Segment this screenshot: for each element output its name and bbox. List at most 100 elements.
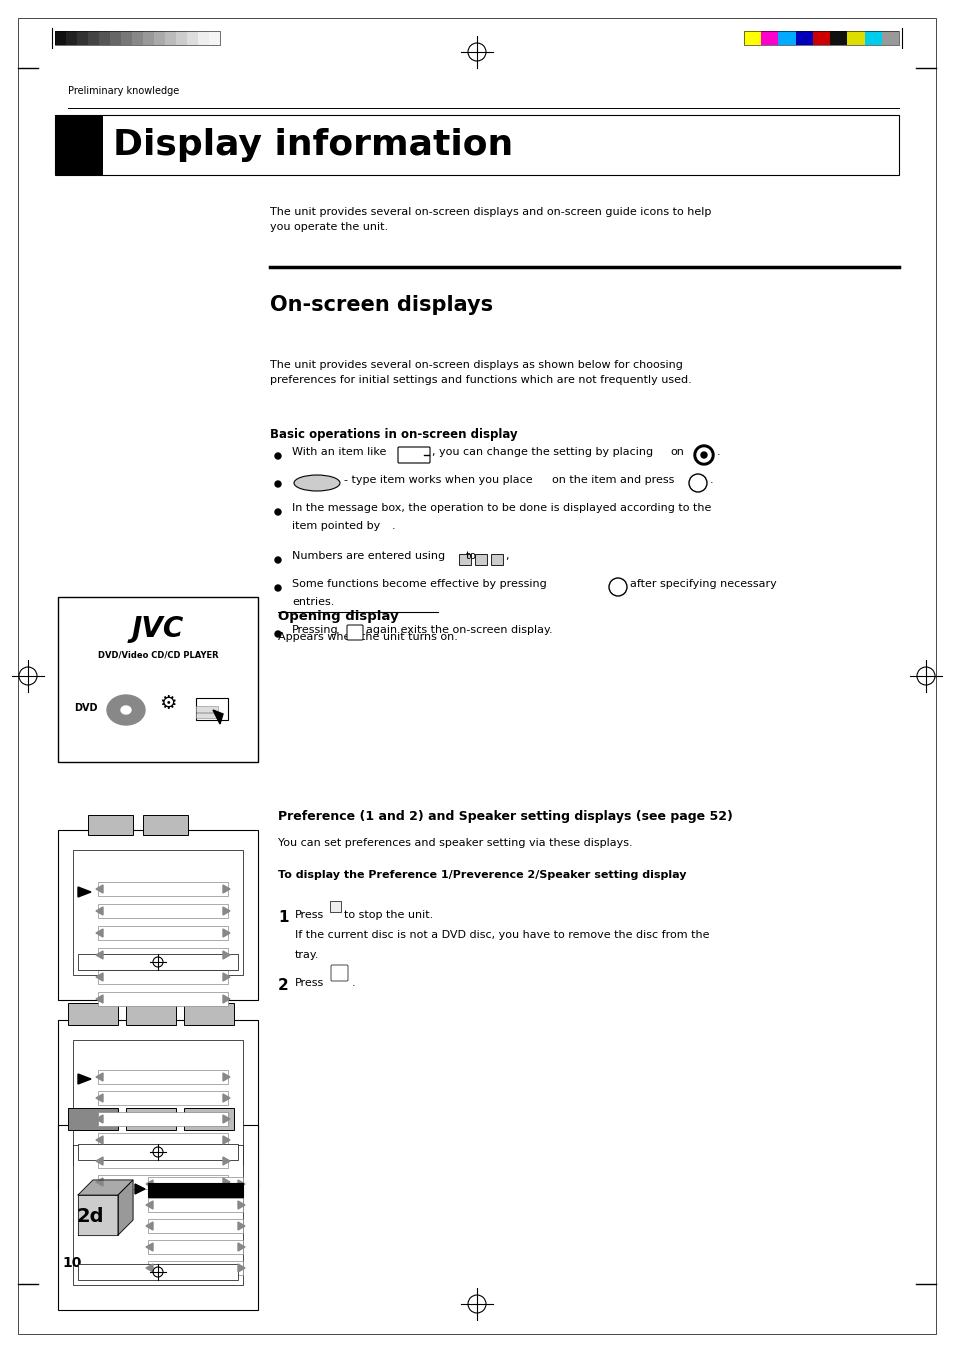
- Polygon shape: [223, 995, 230, 1003]
- FancyBboxPatch shape: [397, 448, 430, 462]
- Bar: [148, 1183, 243, 1197]
- Polygon shape: [96, 907, 103, 915]
- Bar: [165, 31, 175, 45]
- Ellipse shape: [107, 695, 145, 725]
- Bar: [143, 31, 153, 45]
- Bar: [148, 1240, 243, 1255]
- Circle shape: [274, 508, 281, 515]
- Bar: [78, 1264, 237, 1280]
- Bar: [148, 1261, 243, 1275]
- Bar: [110, 31, 121, 45]
- Polygon shape: [237, 1180, 245, 1188]
- Bar: [475, 554, 486, 565]
- Bar: [491, 554, 502, 565]
- Bar: [795, 31, 812, 45]
- Text: entries.: entries.: [292, 598, 334, 607]
- Bar: [98, 882, 228, 896]
- Bar: [98, 1155, 228, 1168]
- Polygon shape: [213, 710, 223, 725]
- Text: The unit provides several on-screen displays as shown below for choosing
prefere: The unit provides several on-screen disp…: [270, 360, 691, 385]
- Circle shape: [700, 452, 706, 458]
- Text: You can set preferences and speaker setting via these displays.: You can set preferences and speaker sett…: [277, 838, 632, 848]
- Bar: [73, 1040, 243, 1165]
- Text: With an item like: With an item like: [292, 448, 386, 457]
- Polygon shape: [96, 886, 103, 894]
- Bar: [68, 1003, 118, 1025]
- Polygon shape: [118, 1180, 132, 1234]
- Bar: [58, 1125, 257, 1310]
- Bar: [73, 1145, 243, 1284]
- Bar: [98, 904, 228, 918]
- Circle shape: [693, 445, 713, 465]
- Polygon shape: [96, 1073, 103, 1082]
- Text: Numbers are entered using: Numbers are entered using: [292, 552, 445, 561]
- Polygon shape: [146, 1222, 152, 1230]
- FancyBboxPatch shape: [331, 965, 348, 982]
- Text: 2d: 2d: [76, 1207, 104, 1226]
- Bar: [195, 698, 228, 721]
- Text: to: to: [465, 552, 476, 561]
- Polygon shape: [78, 1073, 91, 1084]
- Bar: [743, 31, 898, 45]
- Text: Appears when the unit turns on.: Appears when the unit turns on.: [277, 631, 457, 642]
- Bar: [812, 31, 829, 45]
- Polygon shape: [96, 1115, 103, 1124]
- Text: Opening display: Opening display: [277, 610, 398, 623]
- Polygon shape: [223, 1178, 230, 1186]
- Bar: [98, 1111, 228, 1126]
- Text: On-screen displays: On-screen displays: [270, 295, 493, 315]
- Text: tray.: tray.: [294, 950, 319, 960]
- Text: Press: Press: [294, 910, 324, 919]
- Text: In the message box, the operation to be done is displayed according to the: In the message box, the operation to be …: [292, 503, 711, 512]
- Bar: [743, 31, 760, 45]
- Circle shape: [274, 481, 281, 487]
- Polygon shape: [146, 1201, 152, 1209]
- Bar: [73, 850, 243, 975]
- Bar: [881, 31, 898, 45]
- Polygon shape: [223, 1115, 230, 1124]
- Text: after specifying necessary: after specifying necessary: [629, 579, 776, 589]
- Polygon shape: [146, 1264, 152, 1272]
- Text: ,: ,: [504, 552, 508, 561]
- Circle shape: [274, 453, 281, 458]
- Polygon shape: [96, 1178, 103, 1186]
- Bar: [98, 1133, 228, 1146]
- Polygon shape: [237, 1242, 245, 1251]
- Bar: [121, 31, 132, 45]
- Bar: [175, 31, 187, 45]
- Polygon shape: [223, 907, 230, 915]
- Bar: [187, 31, 198, 45]
- Circle shape: [274, 585, 281, 591]
- Bar: [77, 31, 88, 45]
- Bar: [55, 115, 103, 174]
- Text: Some functions become effective by pressing: Some functions become effective by press…: [292, 579, 546, 589]
- Bar: [98, 992, 228, 1006]
- Text: ⚙: ⚙: [159, 695, 176, 714]
- Text: To display the Preference 1/Preverence 2/Speaker setting display: To display the Preference 1/Preverence 2…: [277, 869, 686, 880]
- Text: Basic operations in on-screen display: Basic operations in on-screen display: [270, 429, 517, 441]
- Ellipse shape: [121, 706, 131, 714]
- Bar: [55, 115, 898, 174]
- Polygon shape: [96, 1094, 103, 1102]
- Bar: [153, 31, 165, 45]
- Bar: [184, 1109, 233, 1130]
- Polygon shape: [78, 887, 91, 896]
- Polygon shape: [96, 1157, 103, 1165]
- Polygon shape: [96, 973, 103, 982]
- Bar: [148, 1220, 243, 1233]
- Text: .: .: [352, 977, 355, 988]
- Polygon shape: [78, 1195, 118, 1234]
- Text: 2: 2: [277, 977, 289, 992]
- Polygon shape: [223, 950, 230, 959]
- Text: JVC: JVC: [132, 615, 184, 644]
- Bar: [148, 1198, 243, 1211]
- Bar: [126, 1109, 175, 1130]
- Ellipse shape: [294, 475, 339, 491]
- Bar: [88, 31, 99, 45]
- Bar: [98, 1175, 228, 1188]
- Polygon shape: [223, 1136, 230, 1144]
- Polygon shape: [96, 995, 103, 1003]
- Bar: [99, 31, 110, 45]
- Polygon shape: [223, 1094, 230, 1102]
- Text: on: on: [669, 448, 683, 457]
